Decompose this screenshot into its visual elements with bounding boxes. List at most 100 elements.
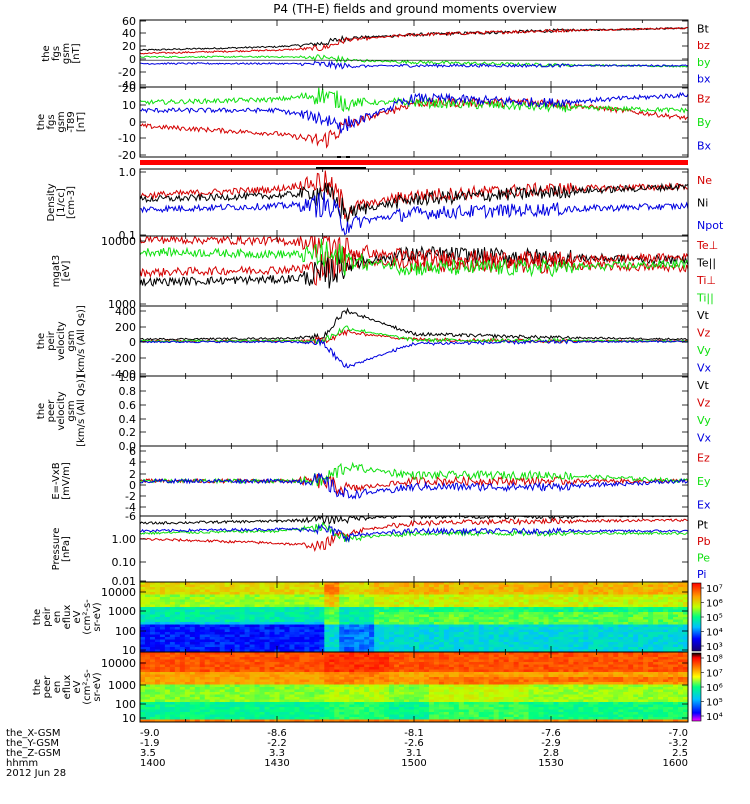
spectrogram-cell: [648, 639, 654, 643]
spectrogram-cell: [399, 599, 405, 603]
spectrogram-cell: [493, 634, 500, 638]
spectrogram-cell: [324, 592, 330, 596]
spectrogram-cell: [623, 604, 629, 608]
spectrogram-cell: [399, 649, 405, 652]
spectrogram-cell: [309, 639, 315, 643]
spectrogram-cell: [209, 709, 216, 713]
spectrogram-cell: [443, 627, 450, 631]
spectrogram-cell: [204, 654, 211, 658]
spectrogram-cell: [448, 599, 455, 603]
spectrogram-cell: [219, 589, 226, 593]
spectrogram-cell: [194, 687, 201, 691]
spectrogram-cell: [189, 709, 196, 713]
spectrogram-cell: [488, 612, 495, 616]
spectrogram-cell: [608, 644, 614, 648]
spectrogram-cell: [468, 629, 475, 633]
spectrogram-cell: [418, 659, 425, 663]
spectrogram-cell: [463, 627, 470, 631]
spectrogram-cell: [314, 627, 320, 631]
spectrogram-cell: [433, 679, 440, 683]
spectrogram-cell: [229, 634, 236, 638]
spectrogram-cell: [214, 612, 221, 616]
spectrogram-cell: [324, 702, 330, 706]
spectrogram-cell: [463, 669, 470, 673]
spectrogram-cell: [463, 622, 470, 626]
spectrogram-cell: [553, 624, 560, 628]
spectrogram-cell: [663, 599, 669, 603]
spectrogram-cell: [194, 712, 201, 716]
spectrogram-cell: [164, 597, 171, 601]
spectrogram-cell: [364, 692, 370, 696]
spectrogram-cell: [159, 614, 166, 618]
spectrogram-cell: [339, 702, 345, 706]
spectrogram-cell: [329, 692, 335, 696]
spectrogram-cell: [523, 617, 530, 621]
spectrogram-cell: [334, 697, 340, 701]
spectrogram-cell: [214, 604, 221, 608]
spectrogram-cell: [244, 644, 251, 648]
spectrogram-cell: [194, 627, 201, 631]
spectrogram-cell: [344, 634, 350, 638]
spectrogram-cell: [274, 609, 281, 613]
spectrogram-cell: [264, 612, 271, 616]
spectrogram-cell: [394, 622, 400, 626]
spectrogram-cell: [588, 647, 594, 651]
spectrogram-cell: [523, 642, 530, 646]
spectrogram-cell: [573, 599, 579, 603]
spectrogram-cell: [423, 712, 430, 716]
spectrogram-cell: [453, 657, 460, 661]
spectrogram-cell: [309, 682, 315, 686]
spectrogram-cell: [583, 639, 589, 643]
spectrogram-cell: [623, 619, 629, 623]
spectrogram-cell: [638, 604, 644, 608]
spectrogram-cell: [414, 689, 420, 693]
spectrogram-cell: [379, 594, 385, 598]
spectrogram-cell: [409, 674, 415, 678]
spectrogram-cell: [179, 592, 186, 596]
spectrogram-cell: [493, 604, 500, 608]
spectrogram-cell: [463, 619, 470, 623]
spectrogram-cell: [369, 622, 375, 626]
spectrogram-cell: [154, 642, 161, 646]
spectrogram-cell: [618, 587, 624, 591]
spectrogram-cell: [638, 584, 644, 588]
spectrogram-peer-eflux: [140, 652, 688, 722]
spectrogram-cell: [428, 709, 435, 713]
spectrogram-cell: [159, 719, 166, 722]
spectrogram-cell: [394, 612, 400, 616]
spectrogram-cell: [359, 649, 365, 652]
spectrogram-cell: [638, 614, 644, 618]
spectrogram-cell: [334, 704, 340, 708]
spectrogram-cell: [409, 677, 415, 681]
spectrogram-cell: [169, 584, 176, 588]
spectrogram-cell: [593, 642, 599, 646]
spectrogram-cell: [224, 597, 231, 601]
spectrogram-cell: [438, 599, 445, 603]
spectrogram-cell: [294, 662, 301, 666]
spectrogram-cell: [140, 682, 146, 686]
spectrogram-cell: [438, 604, 445, 608]
spectrogram-cell: [274, 702, 281, 706]
spectrogram-cell: [389, 614, 395, 618]
spectrogram-cell: [284, 679, 291, 683]
spectrogram-cell: [578, 627, 584, 631]
spectrogram-cell: [234, 622, 241, 626]
spectrogram-cell: [349, 652, 355, 656]
spectrogram-cell: [458, 669, 465, 673]
spectrogram-cell: [304, 614, 310, 618]
spectrogram-cell: [404, 622, 410, 626]
spectrogram-cell: [314, 619, 320, 623]
spectrogram-cell: [274, 684, 281, 688]
spectrogram-cell: [179, 719, 186, 722]
spectrogram-cell: [478, 612, 485, 616]
spectrogram-cell: [334, 582, 340, 586]
spectrogram-cell: [364, 699, 370, 703]
spectrogram-cell: [493, 584, 500, 588]
spectrogram-cell: [409, 634, 415, 638]
spectrogram-cell: [473, 617, 480, 621]
spectrogram-cell: [209, 719, 216, 722]
spectrogram-cell: [189, 607, 196, 611]
spectrogram-cell: [473, 694, 480, 698]
spectrogram-cell: [399, 594, 405, 598]
spectrogram-cell: [438, 644, 445, 648]
